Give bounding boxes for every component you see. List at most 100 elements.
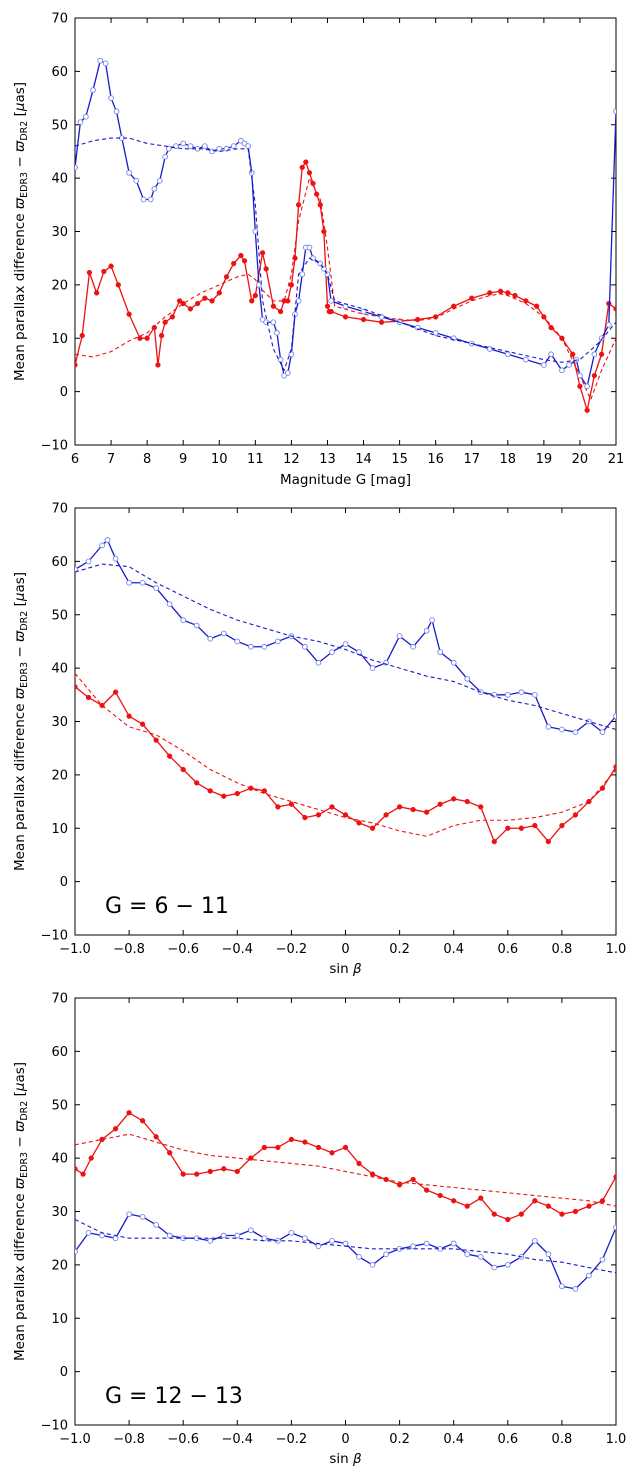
red-data-point xyxy=(223,274,230,280)
x-tick-label: 16 xyxy=(427,452,444,467)
blue-data-point xyxy=(75,1248,78,1255)
blue-data-point xyxy=(599,1256,606,1263)
red-data-point xyxy=(396,804,403,810)
blue-data-point xyxy=(234,638,241,645)
red-data-point xyxy=(285,298,291,304)
red-data-point xyxy=(295,202,302,208)
blue-data-point xyxy=(360,308,367,315)
red-data-point xyxy=(469,295,475,301)
red-data-line xyxy=(75,1112,616,1221)
panel-annotation: G = 6 − 11 xyxy=(105,894,229,919)
red-data-point xyxy=(464,1203,470,1209)
y-axis-label: Mean parallax difference ϖEDR3 − ϖDR2 [μ… xyxy=(12,1062,30,1361)
y-tick-label: 30 xyxy=(51,1205,68,1220)
red-data-point xyxy=(93,290,100,296)
blue-data-point xyxy=(396,633,403,639)
blue-data-point xyxy=(477,1254,484,1260)
red-data-point xyxy=(598,351,605,357)
red-data-point xyxy=(180,1171,186,1177)
red-data-point xyxy=(151,324,157,331)
x-tick-label: 14 xyxy=(355,452,372,467)
red-data-point xyxy=(288,282,295,288)
red-data-point xyxy=(369,825,376,831)
plot-area xyxy=(75,537,616,845)
blue-data-point xyxy=(153,585,160,591)
red-data-point xyxy=(523,298,529,304)
red-data-point xyxy=(328,308,334,315)
red-data-point xyxy=(570,351,576,357)
y-tick-label: −10 xyxy=(41,1419,68,1434)
y-tick-label: 40 xyxy=(51,172,68,187)
red-data-point xyxy=(234,1168,240,1175)
x-tick-label: −0.6 xyxy=(167,1432,199,1447)
blue-data-point xyxy=(522,356,529,363)
red-data-point xyxy=(158,332,165,339)
red-data-point xyxy=(532,822,538,829)
red-data-point xyxy=(315,1144,322,1151)
red-data-point xyxy=(153,1134,159,1140)
blue-data-point xyxy=(82,113,89,120)
red-data-point xyxy=(137,335,143,341)
x-tick-label: −1.0 xyxy=(59,942,91,957)
red-data-point xyxy=(234,790,240,797)
red-dashed-line xyxy=(75,673,616,837)
plot-frame xyxy=(74,997,617,1426)
red-data-point xyxy=(360,316,367,323)
y-tick-label: −10 xyxy=(41,439,68,454)
red-data-point xyxy=(86,269,93,276)
y-tick-label: 50 xyxy=(51,608,68,623)
blue-data-point xyxy=(147,196,154,203)
red-data-point xyxy=(155,362,161,368)
red-data-point xyxy=(216,290,222,296)
red-data-point xyxy=(169,314,176,320)
red-data-point xyxy=(315,812,322,818)
red-data-point xyxy=(324,303,331,309)
blue-data-point xyxy=(432,330,439,336)
x-tick-label: −0.2 xyxy=(276,1432,308,1447)
red-data-point xyxy=(591,372,598,379)
x-tick-label: 0 xyxy=(341,1432,349,1447)
y-tick-label: 70 xyxy=(51,12,68,27)
red-data-point xyxy=(80,1171,86,1177)
blue-data-point xyxy=(541,362,547,368)
blue-data-point xyxy=(220,1232,227,1239)
red-data-point xyxy=(144,335,150,341)
red-data-point xyxy=(497,288,504,294)
blue-data-point xyxy=(423,1240,430,1247)
blue-data-point xyxy=(220,630,227,637)
x-tick-label: 1.0 xyxy=(606,1432,627,1447)
red-data-point xyxy=(275,1144,281,1151)
red-data-point xyxy=(534,303,540,309)
blue-data-point xyxy=(180,140,187,147)
y-tick-label: 50 xyxy=(51,118,68,133)
blue-dashed-line xyxy=(75,563,616,731)
red-data-point xyxy=(180,766,186,773)
blue-data-point xyxy=(151,185,158,192)
blue-data-point xyxy=(450,659,457,666)
x-tick-label: 20 xyxy=(572,452,589,467)
red-data-point xyxy=(75,1166,78,1172)
plot-area xyxy=(75,1110,616,1292)
red-data-point xyxy=(115,282,121,288)
blue-data-point xyxy=(410,1243,416,1250)
y-tick-label: 30 xyxy=(51,225,68,240)
blue-data-point xyxy=(295,298,302,304)
red-data-point xyxy=(545,838,552,845)
blue-data-point xyxy=(75,164,78,171)
red-data-point xyxy=(599,1198,606,1204)
blue-data-point xyxy=(201,143,208,149)
red-data-point xyxy=(545,1203,552,1209)
red-data-point xyxy=(112,689,119,695)
x-tick-label: 15 xyxy=(391,452,408,467)
x-tick-label: −0.8 xyxy=(113,1432,145,1447)
y-tick-label: 20 xyxy=(51,768,68,783)
x-tick-label: 9 xyxy=(179,452,187,467)
blue-data-point xyxy=(261,643,268,650)
blue-data-point xyxy=(306,244,313,251)
blue-data-point xyxy=(112,555,119,562)
y-tick-label: 70 xyxy=(51,502,68,517)
blue-data-point xyxy=(605,322,612,328)
red-data-point xyxy=(383,812,389,818)
blue-data-point xyxy=(572,729,579,736)
blue-data-point xyxy=(613,713,616,720)
